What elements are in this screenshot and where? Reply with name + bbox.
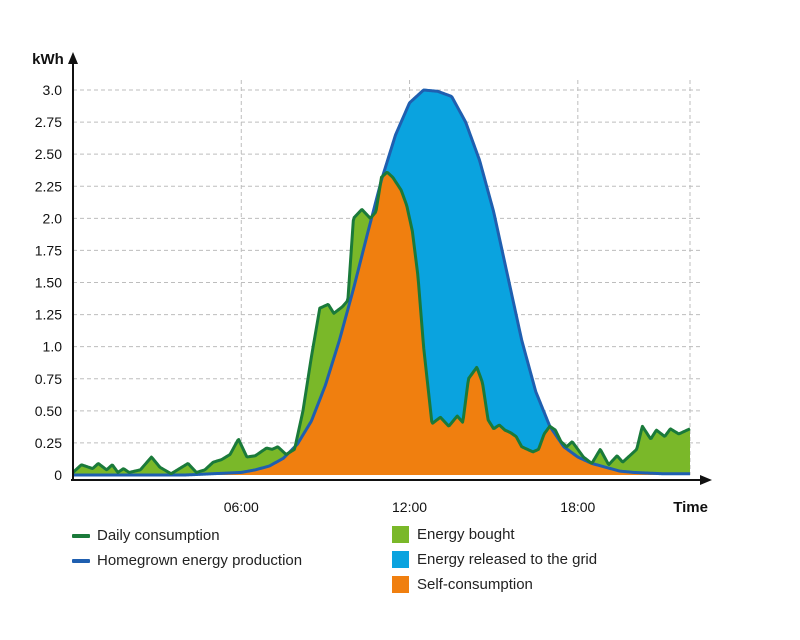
green-box-swatch — [392, 526, 409, 543]
y-tick-label: 2.75 — [35, 114, 62, 130]
y-tick-label: 1.50 — [35, 275, 62, 291]
y-tick-label: 0 — [54, 467, 62, 483]
area-self-consumption — [73, 172, 690, 475]
legend-item-homegrown-production: Homegrown energy production — [72, 552, 302, 569]
series-lines — [71, 88, 691, 477]
legend-item-self-consumption: Self-consumption — [392, 576, 533, 593]
x-tick-label: 18:00 — [560, 499, 595, 515]
axes — [68, 52, 712, 485]
line-daily-consumption — [71, 170, 691, 476]
x-axis-arrow — [700, 475, 712, 485]
y-axis-label: kWh — [32, 51, 64, 68]
x-axis-label: Time — [673, 499, 708, 516]
legend-label: Energy released to the grid — [417, 551, 598, 568]
y-tick-label: 2.25 — [35, 178, 62, 194]
y-tick-label: 1.0 — [43, 339, 63, 355]
x-tick-label: 12:00 — [392, 499, 427, 515]
green-line-swatch — [72, 533, 90, 538]
y-tick-label: 0.75 — [35, 371, 62, 387]
legend-label: Self-consumption — [417, 576, 533, 593]
y-tick-label: 2.0 — [43, 210, 63, 226]
blue-line-swatch — [72, 558, 90, 563]
y-tick-label: 1.75 — [35, 242, 62, 258]
legend-item-energy-bought: Energy bought — [392, 526, 515, 543]
legend-label: Energy bought — [417, 526, 515, 543]
y-tick-label: 0.25 — [35, 435, 62, 451]
area-fills — [73, 90, 690, 476]
y-tick-labels: 0 0.25 0.50 0.75 1.0 1.25 1.50 1.75 2.0 2.25 2.50 2… — [35, 82, 62, 483]
orange-box-swatch — [392, 576, 409, 593]
x-tick-labels: 06:00 12:00 18:00 — [224, 499, 596, 515]
legend-label: Daily consumption — [97, 527, 220, 544]
y-tick-label: 1.25 — [35, 307, 62, 323]
legend-label: Homegrown energy production — [97, 552, 303, 569]
y-tick-label: 0.50 — [35, 403, 62, 419]
legend-item-energy-released: Energy released to the grid — [392, 551, 597, 568]
legend-item-daily-consumption: Daily consumption — [72, 527, 220, 544]
y-axis-arrow — [68, 52, 78, 64]
y-tick-label: 3.0 — [43, 82, 63, 98]
y-tick-label: 2.50 — [35, 146, 62, 162]
blue-box-swatch — [392, 551, 409, 568]
x-tick-label: 06:00 — [224, 499, 259, 515]
